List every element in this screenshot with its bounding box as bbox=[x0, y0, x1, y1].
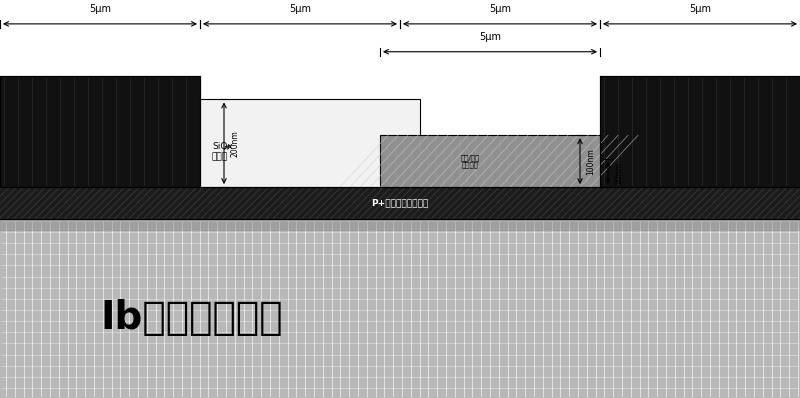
Bar bbox=[0, 219, 800, 231]
Text: 5μm: 5μm bbox=[689, 4, 711, 14]
Text: P+导电沟道金刚石层: P+导电沟道金刚石层 bbox=[371, 199, 429, 207]
Text: 5μm: 5μm bbox=[479, 32, 501, 42]
Text: 20nm: 20nm bbox=[614, 162, 623, 184]
Text: 漏极/栅极
金刚石层: 漏极/栅极 金刚石层 bbox=[460, 154, 480, 168]
Bar bbox=[0, 76, 200, 187]
Text: 5μm: 5μm bbox=[89, 4, 111, 14]
Text: Ib型单晶金刚石: Ib型单晶金刚石 bbox=[100, 299, 282, 338]
Text: 200nm: 200nm bbox=[230, 130, 239, 157]
Text: 5μm: 5μm bbox=[489, 4, 511, 14]
Text: 5μm: 5μm bbox=[289, 4, 311, 14]
Bar bbox=[600, 76, 800, 187]
Bar bbox=[200, 100, 420, 187]
Text: 100nm: 100nm bbox=[586, 148, 595, 175]
Bar bbox=[380, 135, 600, 187]
Text: SiOx
绝缘层: SiOx 绝缘层 bbox=[212, 142, 233, 161]
Bar bbox=[0, 219, 800, 398]
Bar bbox=[0, 187, 800, 219]
